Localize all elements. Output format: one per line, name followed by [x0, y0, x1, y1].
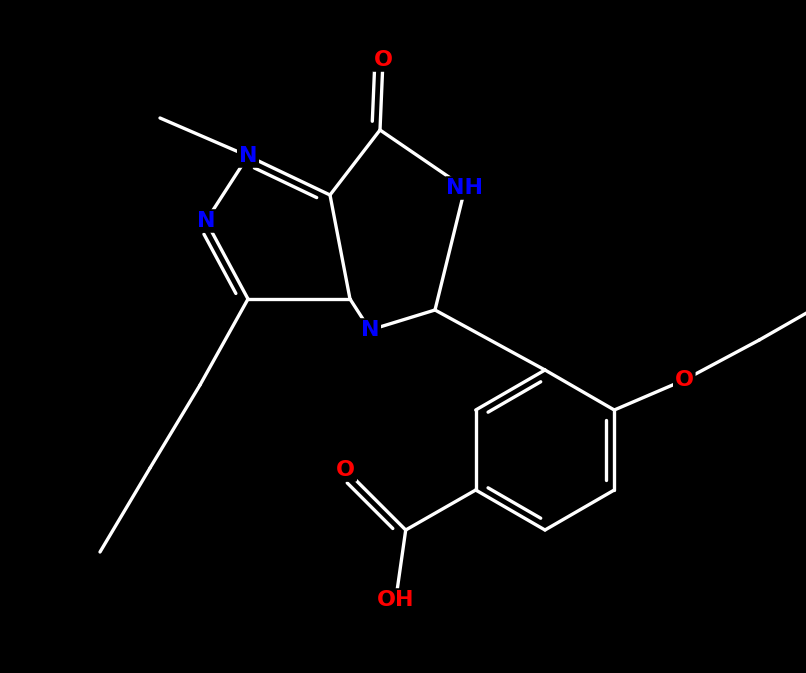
Text: OH: OH	[377, 590, 414, 610]
Text: O: O	[675, 370, 694, 390]
Text: O: O	[373, 50, 393, 70]
Text: NH: NH	[447, 178, 484, 198]
Text: O: O	[336, 460, 355, 480]
Text: N: N	[197, 211, 215, 231]
Text: N: N	[239, 146, 257, 166]
Text: N: N	[361, 320, 380, 340]
